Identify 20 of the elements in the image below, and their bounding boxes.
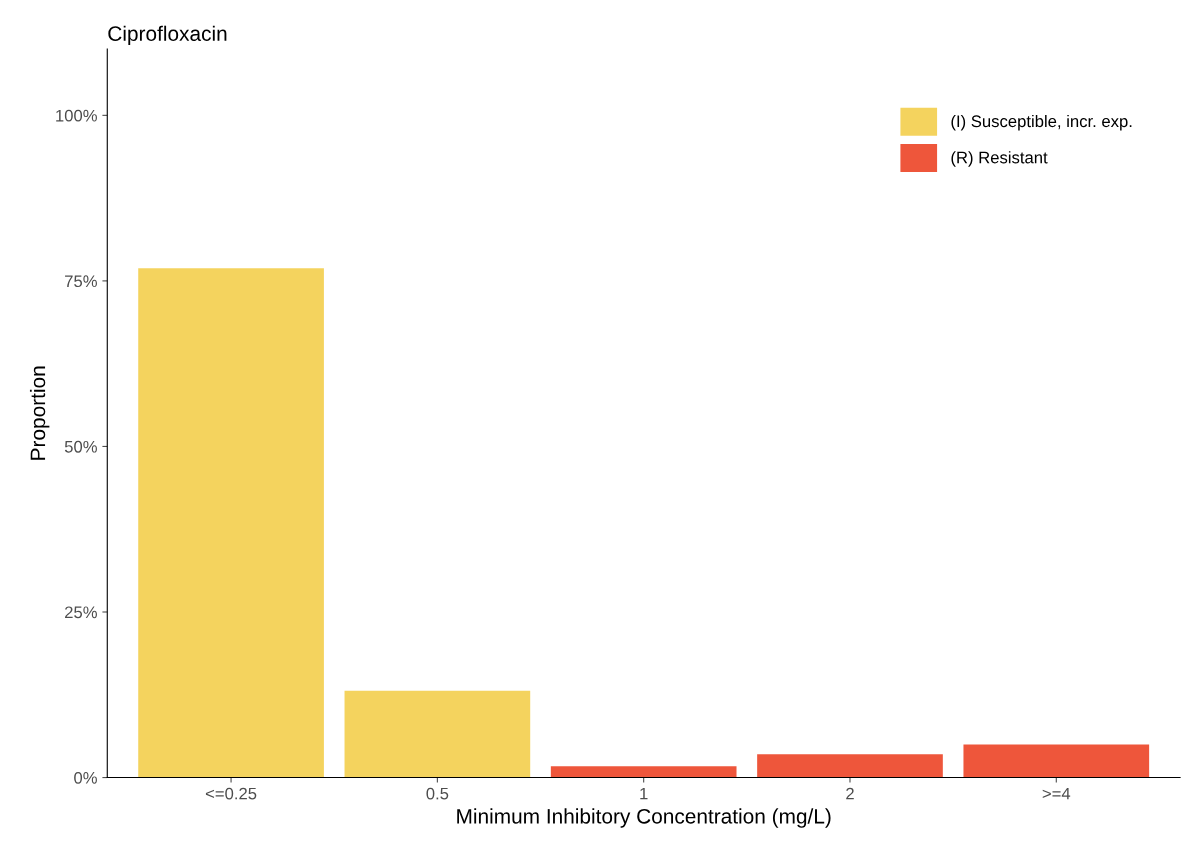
x-tick-label: 1 xyxy=(640,787,648,800)
chart-title: Ciprofloxacin xyxy=(108,25,227,46)
y-axis-title: Proportion xyxy=(29,366,50,460)
bar xyxy=(963,744,1150,778)
bar xyxy=(344,690,531,778)
x-tick-label: 0.5 xyxy=(426,787,449,800)
y-tick-label: 25% xyxy=(65,606,97,619)
legend-label: (R) Resistant xyxy=(951,151,1048,167)
y-tick-label: 100% xyxy=(56,109,97,122)
y-tick-label: 0% xyxy=(74,771,97,784)
x-tick-label: 2 xyxy=(846,787,854,800)
bar xyxy=(757,754,943,778)
x-axis-title: Minimum Inhibitory Concentration (mg/L) xyxy=(457,808,831,828)
y-tick-label: 75% xyxy=(65,275,97,288)
x-tick-label: >=4 xyxy=(1042,787,1071,800)
y-tick-label: 50% xyxy=(64,440,97,453)
bar xyxy=(550,766,737,778)
x-tick-label: <=0.25 xyxy=(205,787,257,800)
legend-label: (I) Susceptible, incr. exp. xyxy=(951,114,1132,131)
bar xyxy=(138,268,324,778)
